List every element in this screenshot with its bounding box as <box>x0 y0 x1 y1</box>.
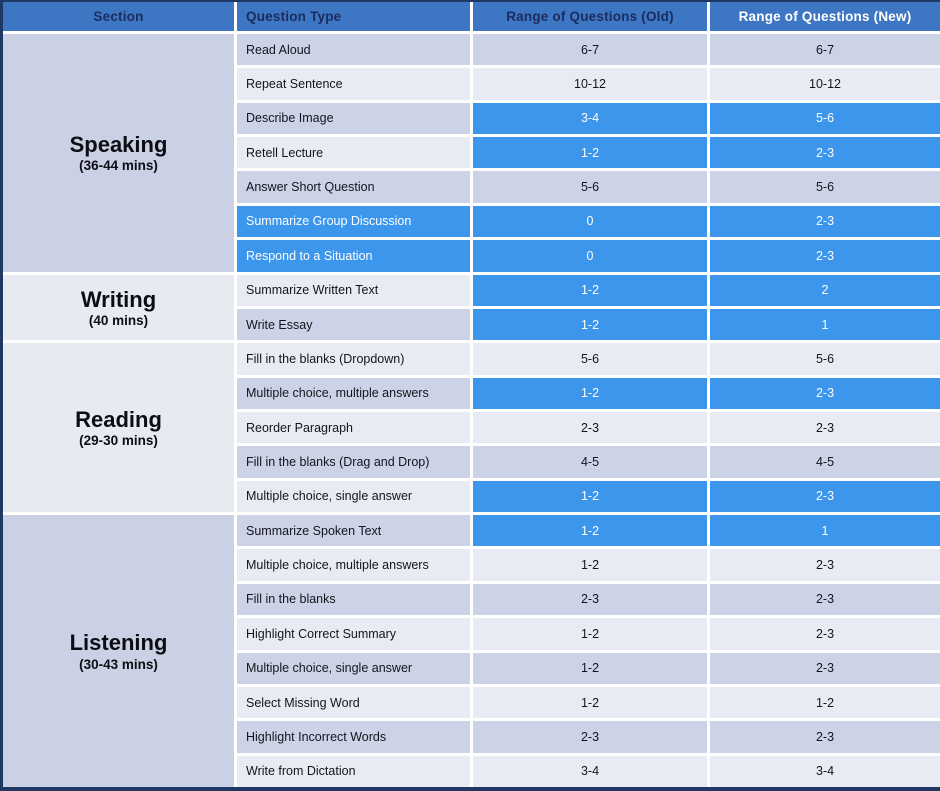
range-new-cell: 2-3 <box>710 583 940 616</box>
question-type-cell: Repeat Sentence <box>237 68 470 100</box>
range-new-cell: 2-3 <box>710 549 940 581</box>
question-type-cell: Summarize Group Discussion <box>237 205 470 238</box>
range-new-cell: 2-3 <box>710 721 940 753</box>
table-outer-border-left <box>0 0 3 791</box>
section-name-speaking: Speaking <box>69 132 168 158</box>
range-old-cell: 1-2 <box>473 652 707 684</box>
section-name-listening: Listening <box>69 630 168 656</box>
section-duration-listening: (30-43 mins) <box>79 656 158 672</box>
range-old-cell: 1-2 <box>473 686 707 719</box>
range-old-cell: 2-3 <box>473 583 707 616</box>
section-cell-speaking: Speaking (36-44 mins) <box>3 34 234 272</box>
range-old-cell: 2-3 <box>473 411 707 444</box>
question-type-cell: Highlight Incorrect Words <box>237 721 470 753</box>
section-duration-reading: (29-30 mins) <box>79 433 158 449</box>
section-name-writing: Writing <box>80 286 157 312</box>
section-duration-speaking: (36-44 mins) <box>79 158 158 174</box>
range-old-cell: 1-2 <box>473 274 707 306</box>
question-type-cell: Multiple choice, single answer <box>237 652 470 684</box>
question-type-cell: Multiple choice, multiple answers <box>237 549 470 581</box>
question-type-cell: Select Missing Word <box>237 686 470 719</box>
range-new-cell: 2-3 <box>710 618 940 650</box>
range-new-cell: 1 <box>710 515 940 547</box>
range-new-cell: 2-3 <box>710 377 940 409</box>
range-old-cell: 10-12 <box>473 68 707 100</box>
range-new-cell: 2-3 <box>710 205 940 238</box>
section-duration-writing: (40 mins) <box>88 313 149 329</box>
question-type-cell: Fill in the blanks (Dropdown) <box>237 343 470 375</box>
range-old-cell: 5-6 <box>473 171 707 203</box>
range-new-cell: 5-6 <box>710 171 940 203</box>
question-type-cell: Write from Dictation <box>237 755 470 787</box>
range-old-cell: 1-2 <box>473 618 707 650</box>
question-type-cell: Write Essay <box>237 308 470 341</box>
question-type-cell: Multiple choice, single answer <box>237 480 470 513</box>
column-header-range-old: Range of Questions (Old) <box>473 2 707 31</box>
question-type-cell: Highlight Correct Summary <box>237 618 470 650</box>
question-type-cell: Answer Short Question <box>237 171 470 203</box>
question-type-cell: Summarize Spoken Text <box>237 515 470 547</box>
range-new-cell: 2-3 <box>710 137 940 169</box>
column-header-range-new: Range of Questions (New) <box>710 2 940 31</box>
question-type-cell: Fill in the blanks (Drag and Drop) <box>237 446 470 478</box>
range-new-cell: 4-5 <box>710 446 940 478</box>
range-new-cell: 2-3 <box>710 480 940 513</box>
column-header-question-type: Question Type <box>237 2 470 31</box>
range-new-cell: 10-12 <box>710 68 940 100</box>
range-new-cell: 6-7 <box>710 34 940 66</box>
question-type-cell: Retell Lecture <box>237 137 470 169</box>
column-header-section: Section <box>3 2 234 31</box>
range-new-cell: 5-6 <box>710 343 940 375</box>
table-outer-border-top <box>0 0 940 2</box>
range-new-cell: 2-3 <box>710 652 940 684</box>
range-old-cell: 4-5 <box>473 446 707 478</box>
range-old-cell: 2-3 <box>473 721 707 753</box>
range-new-cell: 5-6 <box>710 102 940 135</box>
range-new-cell: 1-2 <box>710 686 940 719</box>
range-old-cell: 1-2 <box>473 308 707 341</box>
range-old-cell: 3-4 <box>473 102 707 135</box>
question-type-cell: Summarize Written Text <box>237 274 470 306</box>
table-grid: Section Question Type Range of Questions… <box>3 2 940 787</box>
range-old-cell: 1-2 <box>473 549 707 581</box>
range-old-cell: 1-2 <box>473 515 707 547</box>
question-type-cell: Read Aloud <box>237 34 470 66</box>
section-cell-reading: Reading (29-30 mins) <box>3 343 234 513</box>
section-cell-writing: Writing (40 mins) <box>3 274 234 341</box>
range-old-cell: 1-2 <box>473 137 707 169</box>
range-new-cell: 3-4 <box>710 755 940 787</box>
section-name-reading: Reading <box>75 407 162 433</box>
range-new-cell: 2 <box>710 274 940 306</box>
range-new-cell: 2-3 <box>710 411 940 444</box>
question-type-cell: Reorder Paragraph <box>237 411 470 444</box>
range-old-cell: 5-6 <box>473 343 707 375</box>
table-outer-border-bottom <box>0 787 940 791</box>
section-cell-listening: Listening (30-43 mins) <box>3 515 234 787</box>
range-old-cell: 6-7 <box>473 34 707 66</box>
range-old-cell: 0 <box>473 240 707 272</box>
question-type-cell: Multiple choice, multiple answers <box>237 377 470 409</box>
range-old-cell: 1-2 <box>473 377 707 409</box>
range-old-cell: 0 <box>473 205 707 238</box>
range-new-cell: 2-3 <box>710 240 940 272</box>
range-new-cell: 1 <box>710 308 940 341</box>
range-old-cell: 1-2 <box>473 480 707 513</box>
question-type-cell: Describe Image <box>237 102 470 135</box>
range-old-cell: 3-4 <box>473 755 707 787</box>
question-type-cell: Respond to a Situation <box>237 240 470 272</box>
question-type-cell: Fill in the blanks <box>237 583 470 616</box>
